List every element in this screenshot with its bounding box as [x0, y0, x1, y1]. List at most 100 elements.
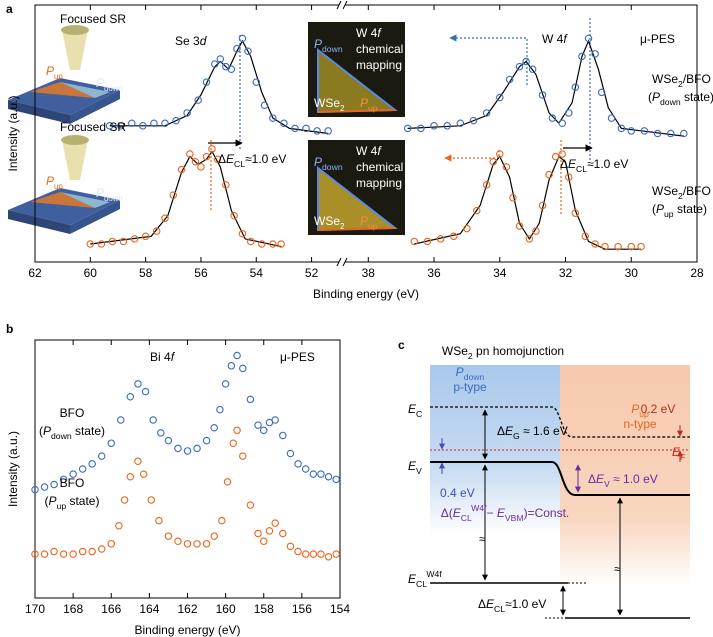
- data-point: [238, 229, 247, 238]
- x-tick-label: 164: [139, 602, 159, 616]
- plot-frame: [34, 339, 341, 599]
- text-part: f: [377, 26, 382, 40]
- x-tick-label: 30: [625, 266, 639, 280]
- text-part: −: [487, 506, 497, 520]
- data-point: [496, 150, 504, 158]
- data-point: [208, 145, 216, 153]
- diagram-label: ECLW4f: [408, 569, 442, 589]
- text-part: E: [672, 445, 681, 459]
- text-part: state): [66, 494, 99, 508]
- data-point: [584, 34, 593, 43]
- text-part: down: [104, 84, 123, 93]
- data-point: [450, 232, 458, 241]
- data-point: [254, 421, 262, 429]
- plot-frame: [34, 4, 698, 263]
- data-point: [456, 119, 465, 127]
- x-tick-label: 52: [305, 266, 319, 280]
- data-point: [183, 109, 191, 117]
- data-point: [265, 527, 274, 535]
- chart-layer: a b c 62 60 58 56 54 52 38 36 34 32 30 28 Binding energ…: [6, 0, 713, 637]
- text-part: CL: [461, 513, 472, 523]
- text-part: up: [368, 103, 378, 113]
- data-point: [141, 387, 150, 396]
- text-part: Δ: [478, 597, 486, 611]
- data-point: [578, 52, 586, 61]
- data-point: [108, 237, 117, 246]
- x-axis-label: Binding energy (eV): [313, 287, 419, 301]
- y-axis-label: Intensity (a.u.): [6, 95, 20, 171]
- data-point: [161, 119, 169, 127]
- text-part: P: [652, 90, 660, 104]
- data-point: [126, 393, 135, 401]
- text-part: down: [322, 44, 343, 54]
- data-point: [496, 93, 504, 102]
- data-point: [436, 235, 445, 243]
- text-part: CL: [416, 579, 427, 589]
- text-part: (: [39, 424, 43, 438]
- text-part: CL: [576, 164, 587, 174]
- data-point: [177, 165, 186, 174]
- text-part: (: [652, 202, 656, 216]
- data-point: [221, 380, 230, 388]
- text-part: ≈1.0 eV: [505, 597, 546, 611]
- data-point: [277, 240, 285, 248]
- data-point: [222, 181, 230, 189]
- data-point: [469, 116, 478, 125]
- text-part: 2: [678, 191, 683, 201]
- x-tick-label: 32: [559, 266, 573, 280]
- data-point: [482, 181, 491, 189]
- data-point: [591, 240, 599, 248]
- text-part: WSe: [652, 72, 678, 86]
- data-point: [591, 50, 599, 58]
- data-point: [279, 431, 287, 440]
- data-point: [233, 44, 241, 53]
- text-part: state): [681, 90, 713, 104]
- text-part: WSe: [314, 214, 340, 228]
- data-point: [134, 457, 142, 466]
- annotation: W 4f: [356, 144, 382, 158]
- axis-break: [342, 257, 348, 267]
- annotation: BFO: [60, 476, 85, 490]
- data-point: [294, 547, 302, 556]
- annotation: Pup: [360, 96, 378, 113]
- text-part: f: [171, 350, 176, 364]
- text-part: F: [680, 452, 685, 462]
- data-point: [50, 480, 58, 489]
- x-tick-label: 154: [330, 602, 350, 616]
- annotation: WSe2: [314, 214, 344, 230]
- data-point: [183, 540, 192, 548]
- text-part: W4f: [426, 569, 442, 579]
- x-tick-label: 166: [101, 602, 121, 616]
- data-point: [258, 240, 266, 248]
- data-point: [617, 124, 626, 133]
- x-tick-label: 34: [493, 266, 507, 280]
- data-point: [139, 122, 147, 130]
- data-point: [216, 405, 224, 414]
- data-point: [324, 127, 332, 135]
- text-part: up: [57, 501, 67, 511]
- text-part: CL: [494, 604, 505, 614]
- data-point: [666, 129, 675, 138]
- data-point: [31, 485, 39, 494]
- data-point: [309, 470, 318, 478]
- text-part: W 4: [356, 26, 378, 40]
- data-point: [97, 240, 106, 248]
- text-part: E: [408, 402, 417, 416]
- panel-label: b: [6, 322, 13, 336]
- diagram-label: n-type: [623, 417, 657, 431]
- data-point: [210, 532, 218, 540]
- text-part: f: [563, 32, 568, 46]
- text-part: )=Const.: [524, 506, 570, 520]
- annotation: Pdown: [96, 76, 123, 92]
- x-tick-label: 162: [177, 602, 197, 616]
- x-tick-label: 36: [427, 266, 441, 280]
- axis-break: [339, 258, 345, 266]
- data-point: [515, 62, 524, 71]
- data-point: [31, 550, 39, 558]
- text-part: Δ(: [441, 506, 453, 520]
- data-point: [107, 540, 116, 548]
- text-part: E: [505, 424, 514, 438]
- text-part: E: [226, 152, 235, 166]
- data-point: [473, 206, 481, 215]
- data-point: [532, 227, 540, 235]
